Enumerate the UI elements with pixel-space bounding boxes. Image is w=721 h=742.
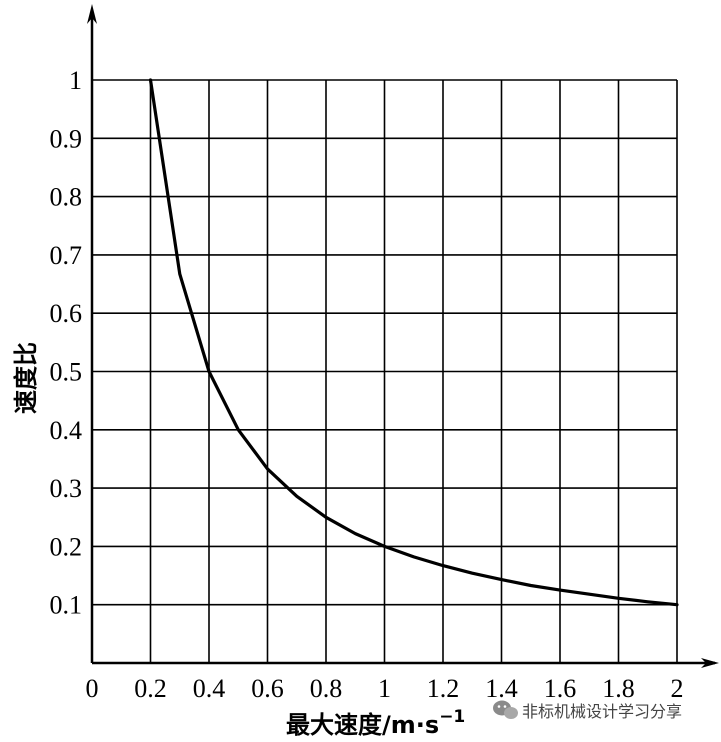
x-tick-label: 1.4	[485, 674, 518, 703]
y-tick-label: 1	[69, 66, 82, 95]
x-tick-label: 1.8	[602, 674, 635, 703]
y-tick-label: 0.3	[50, 474, 83, 503]
x-tick-label: 0.8	[310, 674, 343, 703]
y-tick-label: 0.5	[50, 358, 83, 387]
y-tick-label: 0.8	[50, 183, 83, 212]
x-axis-title: 最大速度/m·s−1	[286, 707, 465, 739]
watermark-text: 非标机械设计学习分享	[522, 702, 682, 721]
y-tick-label: 0.7	[50, 241, 83, 270]
y-tick-label: 0.1	[50, 591, 83, 620]
y-tick-label: 0.4	[50, 416, 83, 445]
x-axis-title-superscript: −1	[439, 707, 465, 727]
wechat-icon	[493, 700, 518, 719]
watermark: 非标机械设计学习分享	[493, 700, 682, 721]
grid	[92, 79, 678, 663]
x-axis-title-main: 最大速度/m·s	[286, 711, 439, 739]
y-tick-label: 0.2	[50, 532, 83, 561]
x-tick-label: 0.4	[193, 674, 226, 703]
x-tick-label: 0	[86, 674, 99, 703]
x-tick-label: 1.2	[427, 674, 460, 703]
y-axis-arrow-icon	[87, 4, 97, 24]
x-tick-labels: 0 0.2 0.4 0.6 0.8 1 1.2 1.4 1.6 1.8 2	[86, 674, 684, 703]
y-tick-label: 0.6	[50, 299, 83, 328]
axes	[87, 4, 719, 668]
y-axis-title: 速度比	[12, 342, 40, 414]
x-tick-label: 2	[671, 674, 684, 703]
x-tick-label: 0.6	[251, 674, 284, 703]
y-tick-label: 0.9	[50, 124, 83, 153]
y-tick-labels: 0.1 0.2 0.3 0.4 0.5 0.6 0.7 0.8 0.9 1	[50, 66, 83, 620]
series-group	[148, 78, 679, 607]
x-tick-label: 0.2	[134, 674, 167, 703]
x-axis-arrow-icon	[701, 658, 719, 668]
x-tick-label: 1	[378, 674, 391, 703]
series-line	[148, 78, 679, 607]
x-tick-label: 1.6	[544, 674, 577, 703]
